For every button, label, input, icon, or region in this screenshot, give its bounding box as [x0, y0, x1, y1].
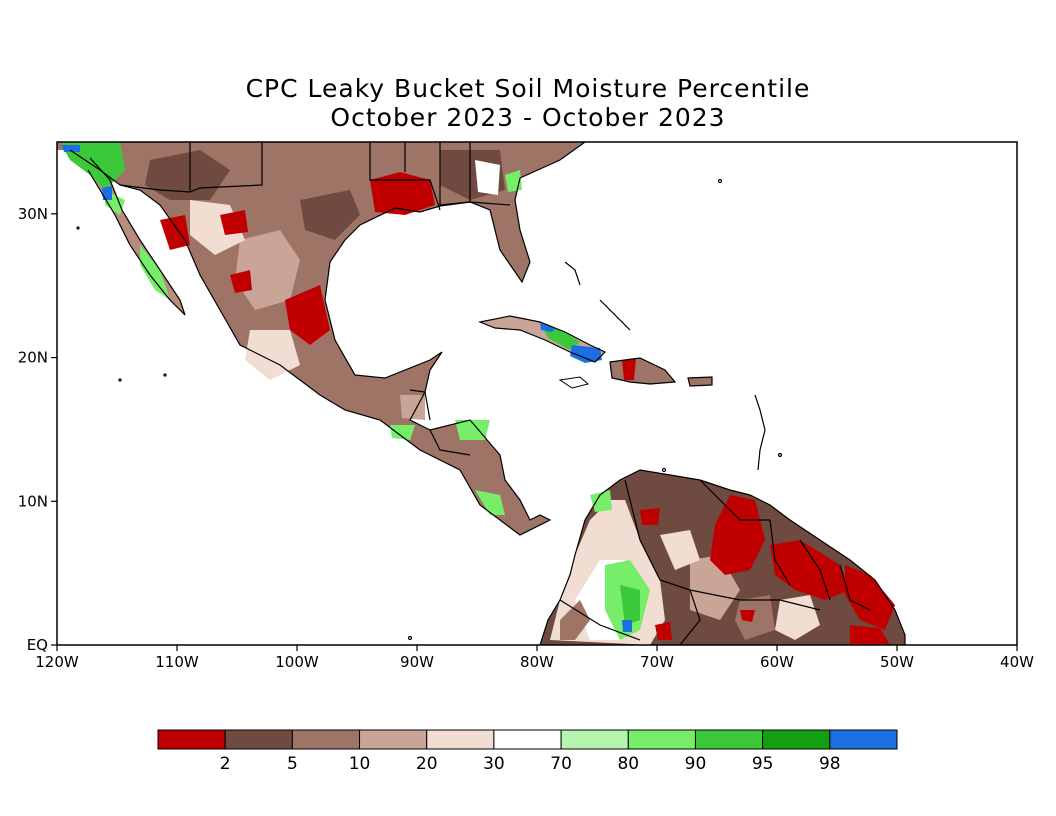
wet-patch — [102, 186, 112, 200]
x-tick-label: 120W — [35, 653, 79, 671]
patch — [735, 595, 775, 640]
patch — [400, 395, 425, 420]
x-tick-label: 70W — [640, 653, 674, 671]
land-jamaica — [558, 376, 590, 389]
wet-patch — [62, 145, 80, 152]
colorbar-label: 10 — [349, 754, 371, 774]
y-tick-label: 30N — [18, 205, 48, 223]
x-tick-label: 100W — [275, 653, 319, 671]
dry-patch — [160, 215, 190, 250]
wet-patch — [622, 620, 632, 632]
dry-patch — [710, 495, 765, 575]
dry-patch — [220, 210, 248, 235]
colorbar-swatch — [627, 729, 696, 750]
wet-patch — [620, 585, 640, 625]
colorbar-swatch — [291, 729, 361, 750]
wet-patch — [570, 345, 602, 363]
y-axis: 30N 20N 10N EQ — [18, 205, 57, 654]
wet-patch — [590, 490, 612, 512]
dry-patch — [850, 625, 890, 645]
colorbar-swatch — [426, 729, 495, 750]
boundaries — [119, 142, 871, 645]
x-tick-label: 80W — [520, 653, 554, 671]
chart-title: CPC Leaky Bucket Soil Moisture Percentil… — [245, 74, 811, 103]
colorbar-label: 30 — [483, 754, 505, 774]
patch — [775, 595, 820, 640]
colorbar: 2 5 10 20 30 70 80 90 95 98 — [157, 729, 898, 774]
colorbar-swatch — [762, 729, 831, 750]
wet-patch — [140, 245, 170, 300]
x-tick-label: 50W — [880, 653, 914, 671]
colorbar-swatch — [829, 729, 898, 750]
dry-patch — [622, 358, 636, 380]
colorbar-swatch — [359, 729, 428, 750]
wet-patch — [540, 323, 556, 332]
colorbar-label: 95 — [752, 754, 774, 774]
coastlines — [69, 142, 906, 645]
x-axis: 120W 110W 100W 90W 80W 70W 60W 50W 40W — [35, 645, 1034, 671]
dry-patch — [655, 622, 672, 640]
wet-patch — [455, 420, 490, 440]
map-area — [57, 142, 905, 645]
patch — [300, 190, 360, 240]
colorbar-label: 90 — [685, 754, 707, 774]
patch — [660, 530, 700, 570]
patch — [560, 600, 590, 640]
dry-patch — [845, 565, 895, 630]
patch — [475, 160, 500, 195]
x-tick-label: 110W — [155, 653, 199, 671]
colorbar-label: 70 — [550, 754, 572, 774]
x-tick-label: 60W — [760, 653, 794, 671]
colorbar-swatch — [560, 729, 629, 750]
y-tick-label: EQ — [27, 636, 48, 654]
colorbar-swatch — [157, 729, 226, 750]
dry-patch — [285, 285, 330, 345]
colorbar-label: 98 — [819, 754, 841, 774]
dry-patch — [370, 172, 435, 215]
colorbar-label: 2 — [220, 754, 231, 774]
dry-patch — [740, 610, 755, 622]
chart-subtitle: October 2023 - October 2023 — [330, 103, 726, 132]
colorbar-swatch — [694, 729, 764, 750]
colorbar-swatch — [493, 729, 562, 750]
y-tick-label: 20N — [18, 349, 48, 367]
dry-patch — [230, 270, 252, 293]
dry-patch — [640, 508, 660, 525]
x-tick-label: 40W — [1000, 653, 1034, 671]
colorbar-label: 5 — [287, 754, 298, 774]
y-tick-label: 10N — [18, 492, 48, 510]
wet-patch — [390, 425, 415, 440]
wet-patch — [475, 490, 505, 515]
x-tick-label: 90W — [400, 653, 434, 671]
patch — [245, 330, 300, 380]
colorbar-label: 80 — [617, 754, 639, 774]
colorbar-label: 20 — [416, 754, 438, 774]
land-puerto-rico — [688, 377, 712, 386]
colorbar-swatch — [224, 729, 293, 750]
